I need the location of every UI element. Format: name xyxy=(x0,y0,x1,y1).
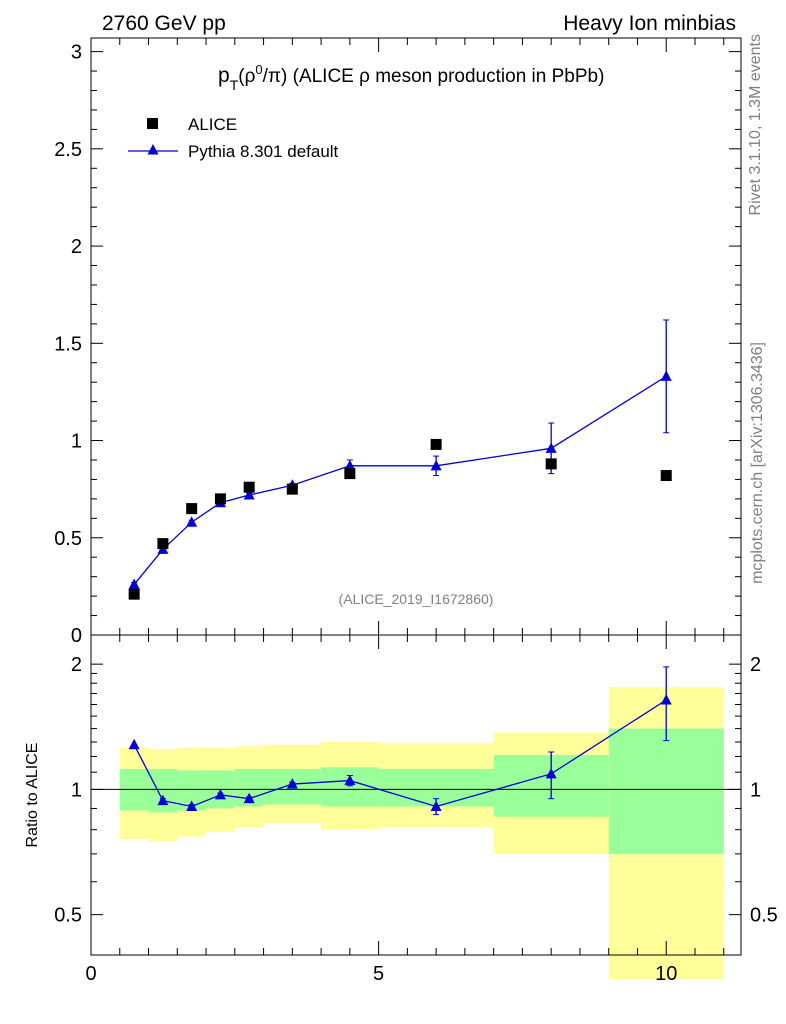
ratio-pythia-point xyxy=(545,767,557,779)
pythia-point xyxy=(430,459,442,471)
pythia-line xyxy=(133,375,667,585)
header-left-label: 2760 GeV pp xyxy=(102,12,226,35)
main-y-tick-label: 0.5 xyxy=(54,528,82,550)
pythia-point xyxy=(186,516,198,527)
mcplots-label: mcplots.cern.ch [arXiv:1306.3436] xyxy=(749,342,766,584)
alice-data-point xyxy=(157,538,169,550)
pythia-point xyxy=(243,488,255,500)
ratio-pythia-point xyxy=(243,792,255,804)
x-axis: 0 5 10 xyxy=(85,635,725,985)
ratio-y-axis: 0.5 0.5 1 1 2 2 xyxy=(54,654,778,927)
ratio-pythia-point xyxy=(214,788,226,800)
main-data-marks xyxy=(128,319,672,600)
rivet-version-label: Rivet 3.1.10, 1.3M events xyxy=(747,34,764,215)
alice-data-point xyxy=(243,481,255,493)
ratio-y-tick-label: 2 xyxy=(71,654,82,676)
legend-pythia-label: Pythia 8.301 default xyxy=(188,142,339,161)
main-y-tick-label: 0 xyxy=(71,625,82,647)
pythia-point xyxy=(545,442,557,453)
main-y-tick-label: 1.5 xyxy=(54,333,82,355)
x-tick-label: 0 xyxy=(85,963,96,985)
pythia-point xyxy=(128,578,140,589)
analysis-watermark: (ALICE_2019_I1672860) xyxy=(339,591,494,607)
pythia-point xyxy=(660,370,672,381)
ratio-data-marks xyxy=(128,666,672,816)
ratio-pythia-point xyxy=(157,794,169,806)
x-tick-label: 10 xyxy=(655,963,677,985)
ratio-pythia-point xyxy=(660,694,672,705)
ratio-pythia-line xyxy=(133,699,667,808)
main-plot-title: pT(ρ0/π) (ALICE ρ meson production in Pb… xyxy=(218,62,604,93)
ratio-plot-area xyxy=(91,687,741,980)
alice-data-point xyxy=(214,493,226,505)
alice-data-point xyxy=(186,503,198,515)
main-y-tick-label: 2 xyxy=(71,236,82,258)
alice-data-point xyxy=(430,438,442,450)
ratio-y-tick-label: 1 xyxy=(71,779,82,801)
main-y-axis: 0 0.5 1 1.5 2 2.5 3 xyxy=(54,38,741,647)
ratio-pythia-point xyxy=(344,774,356,786)
title-open: (ρ xyxy=(238,66,255,87)
main-y-tick-label: 3 xyxy=(71,42,82,64)
ratio-y-tick-label-right: 0.5 xyxy=(750,905,778,927)
alice-data-point xyxy=(545,458,557,470)
ratio-y-tick-label-right: 2 xyxy=(750,654,761,676)
title-rest: /π) (ALICE ρ meson production in PbPb) xyxy=(263,66,605,87)
ratio-pythia-point xyxy=(430,800,442,811)
ratio-pythia-point xyxy=(186,800,198,811)
legend-pythia-marker xyxy=(147,144,159,155)
legend-alice-marker xyxy=(147,118,158,129)
title-subscript: T xyxy=(230,77,239,93)
main-y-tick-label: 2.5 xyxy=(54,139,82,161)
title-p: p xyxy=(218,64,230,87)
ratio-plot-frame xyxy=(90,634,742,956)
alice-data-point xyxy=(660,470,672,482)
pythia-point xyxy=(344,459,356,471)
ratio-y-axis-label: Ratio to ALICE xyxy=(24,743,41,848)
ratio-y-tick-label-right: 1 xyxy=(750,779,761,801)
ratio-pythia-point xyxy=(128,738,140,750)
title-superscript: 0 xyxy=(255,62,262,77)
header-right-label: Heavy Ion minbias xyxy=(563,12,736,35)
x-tick-label: 5 xyxy=(373,963,384,985)
ratio-y-tick-label: 0.5 xyxy=(54,905,82,927)
ratio-pythia-point xyxy=(286,778,298,789)
legend-alice-label: ALICE xyxy=(188,115,237,134)
ratio-green-band xyxy=(148,768,178,813)
alice-data-point xyxy=(344,468,356,480)
alice-data-point xyxy=(286,483,298,495)
ratio-green-band xyxy=(608,728,724,854)
main-y-tick-label: 1 xyxy=(71,431,82,453)
alice-data-point xyxy=(128,588,140,600)
